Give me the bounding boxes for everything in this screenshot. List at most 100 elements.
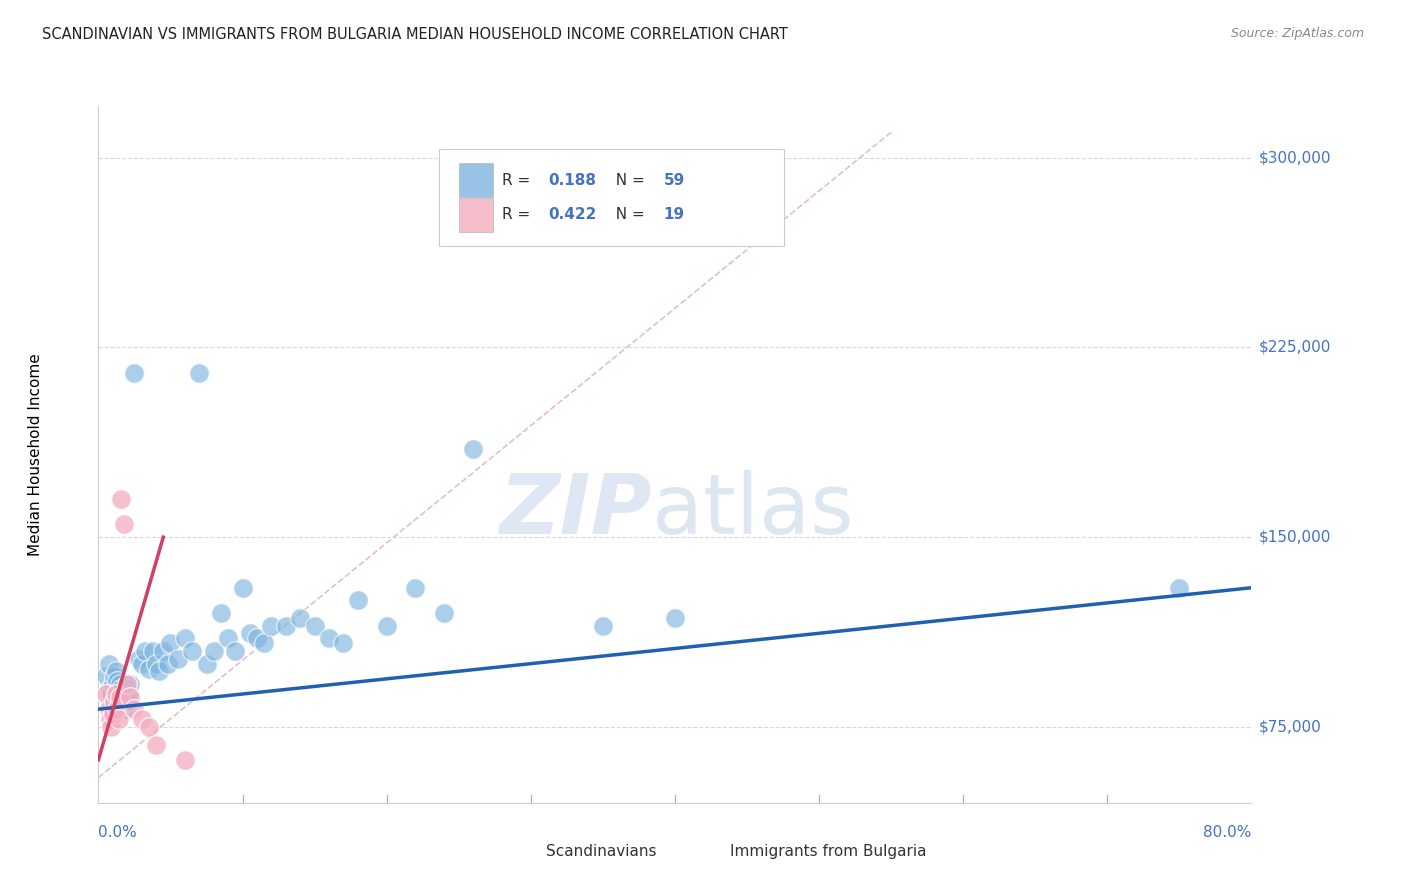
- Text: Median Household Income: Median Household Income: [28, 353, 42, 557]
- Point: [304, 618, 326, 632]
- Point: [111, 695, 134, 709]
- Point: [94, 687, 117, 701]
- Point: [108, 690, 131, 704]
- Point: [174, 632, 197, 646]
- FancyBboxPatch shape: [685, 841, 723, 871]
- Point: [105, 702, 128, 716]
- Point: [156, 657, 179, 671]
- Point: [103, 695, 125, 709]
- Point: [145, 738, 167, 752]
- Point: [405, 581, 427, 595]
- Point: [124, 702, 146, 716]
- Text: Source: ZipAtlas.com: Source: ZipAtlas.com: [1230, 27, 1364, 40]
- Point: [1168, 581, 1191, 595]
- Point: [101, 677, 124, 691]
- Point: [112, 687, 135, 701]
- Point: [142, 644, 165, 658]
- Text: $75,000: $75,000: [1258, 720, 1322, 734]
- Point: [461, 442, 484, 456]
- Point: [332, 636, 354, 650]
- Point: [108, 677, 131, 691]
- Text: 0.188: 0.188: [548, 172, 596, 187]
- Point: [318, 632, 340, 646]
- Point: [100, 720, 122, 734]
- Point: [138, 720, 160, 734]
- Point: [117, 695, 138, 709]
- Point: [188, 366, 211, 380]
- Text: Scandinavians: Scandinavians: [546, 844, 657, 859]
- Point: [131, 657, 153, 671]
- Text: 0.0%: 0.0%: [98, 825, 138, 840]
- Text: 59: 59: [664, 172, 685, 187]
- FancyBboxPatch shape: [439, 149, 785, 246]
- Point: [101, 695, 124, 709]
- Text: 80.0%: 80.0%: [1204, 825, 1251, 840]
- Point: [124, 366, 146, 380]
- Text: R =: R =: [502, 172, 536, 187]
- Point: [117, 681, 138, 696]
- Point: [120, 677, 142, 691]
- FancyBboxPatch shape: [499, 841, 538, 871]
- Point: [202, 644, 225, 658]
- Point: [110, 492, 132, 507]
- Text: N =: N =: [606, 172, 650, 187]
- Text: atlas: atlas: [652, 470, 853, 551]
- Point: [100, 687, 122, 701]
- Point: [246, 632, 269, 646]
- Text: SCANDINAVIAN VS IMMIGRANTS FROM BULGARIA MEDIAN HOUSEHOLD INCOME CORRELATION CHA: SCANDINAVIAN VS IMMIGRANTS FROM BULGARIA…: [42, 27, 787, 42]
- Text: 0.422: 0.422: [548, 207, 596, 222]
- Text: R =: R =: [502, 207, 536, 222]
- FancyBboxPatch shape: [460, 163, 492, 197]
- Text: $300,000: $300,000: [1258, 150, 1331, 165]
- Point: [592, 618, 614, 632]
- Point: [97, 702, 120, 716]
- Text: 19: 19: [664, 207, 685, 222]
- Point: [120, 690, 142, 704]
- Point: [94, 669, 117, 683]
- Point: [253, 636, 276, 650]
- Point: [134, 644, 156, 658]
- Point: [217, 632, 239, 646]
- FancyBboxPatch shape: [460, 198, 492, 232]
- Point: [117, 677, 138, 691]
- Point: [110, 681, 132, 696]
- Text: $150,000: $150,000: [1258, 530, 1330, 545]
- Point: [104, 665, 127, 679]
- Text: Immigrants from Bulgaria: Immigrants from Bulgaria: [730, 844, 927, 859]
- Point: [274, 618, 297, 632]
- Point: [112, 517, 135, 532]
- Point: [145, 657, 167, 671]
- Point: [98, 681, 121, 696]
- Point: [375, 618, 398, 632]
- Point: [131, 712, 153, 726]
- Point: [231, 581, 254, 595]
- Point: [114, 702, 136, 716]
- Point: [224, 644, 246, 658]
- Point: [104, 687, 127, 701]
- Point: [101, 707, 124, 722]
- Text: N =: N =: [606, 207, 650, 222]
- Point: [118, 687, 141, 701]
- Point: [174, 753, 197, 767]
- Point: [148, 665, 170, 679]
- Point: [664, 611, 686, 625]
- Point: [107, 712, 129, 726]
- Point: [152, 644, 174, 658]
- Point: [433, 606, 456, 620]
- Point: [107, 687, 129, 701]
- Point: [138, 662, 160, 676]
- Point: [290, 611, 312, 625]
- Point: [103, 669, 125, 683]
- Text: $225,000: $225,000: [1258, 340, 1330, 355]
- Point: [195, 657, 218, 671]
- Point: [128, 651, 150, 665]
- Point: [166, 651, 188, 665]
- Point: [346, 593, 368, 607]
- Point: [105, 674, 128, 689]
- Point: [209, 606, 232, 620]
- Point: [108, 690, 131, 704]
- Point: [181, 644, 204, 658]
- Point: [98, 712, 121, 726]
- Point: [159, 636, 181, 650]
- Text: ZIP: ZIP: [499, 470, 652, 551]
